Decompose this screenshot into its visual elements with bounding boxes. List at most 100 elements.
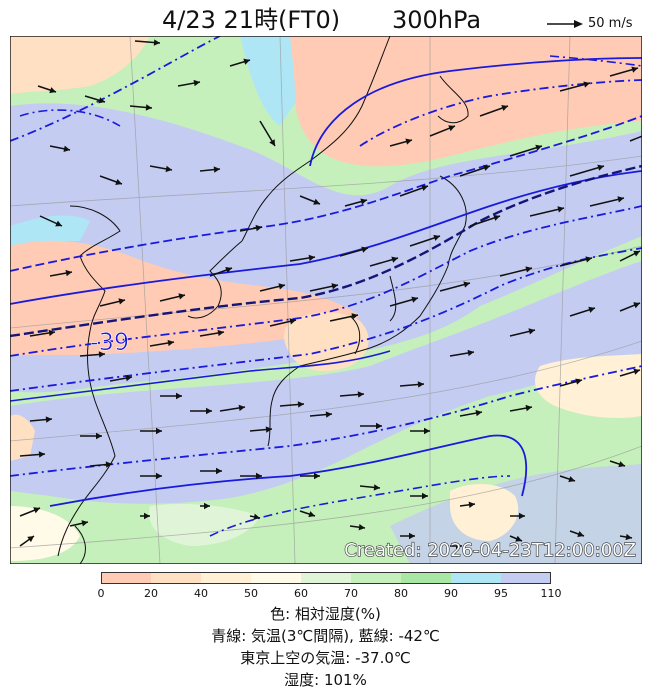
wind-arrow-head — [409, 532, 415, 540]
wind-arrow-head — [314, 472, 320, 480]
colorbar-segment — [151, 572, 202, 584]
wind-arrow-head — [585, 256, 592, 263]
wind-arrow-head — [55, 220, 62, 227]
wind-arrow-head — [376, 422, 382, 430]
colorbar-tick-label: 0 — [97, 587, 105, 600]
wind-arrow-head — [153, 39, 160, 46]
colorbar-tick-label: 20 — [144, 587, 158, 600]
wind-arrow-head — [193, 79, 200, 87]
wind-arrow-head — [256, 472, 262, 480]
wind-arrow-head — [519, 512, 525, 520]
wind-arrow-head — [568, 476, 575, 483]
wind-arrow-head — [357, 391, 364, 398]
wind-arrow-head — [456, 542, 462, 550]
wind-arrow-head — [156, 427, 162, 435]
wind-arrow-head — [417, 381, 424, 388]
colorbar-tick-label: 60 — [294, 587, 308, 600]
wind-arrow-head — [115, 178, 122, 185]
wind-scale-arrow-icon — [547, 20, 583, 28]
wind-arrow-head — [618, 461, 625, 468]
wind-arrow-head — [631, 66, 638, 73]
wind-arrow-head — [167, 339, 174, 347]
wind-arrow-head — [467, 349, 474, 357]
wind-arrow-head — [178, 293, 185, 300]
wind-arrow-head — [361, 246, 368, 253]
wind-arrow-head — [45, 416, 52, 423]
wind-arrow-head — [96, 432, 102, 440]
colorbar-tick-label: 90 — [444, 587, 458, 600]
wind-arrow-head — [422, 492, 428, 500]
wind-scale-label: 50 m/s — [588, 16, 633, 31]
wind-arrow-head — [204, 502, 210, 510]
wind-arrow-head — [156, 472, 162, 480]
wind-arrow-head — [424, 427, 430, 435]
colorbar-segment — [201, 572, 252, 584]
wind-arrow-head — [325, 411, 332, 418]
colorbar-tick-label: 70 — [344, 587, 358, 600]
caption-humidity: 湿度: 101% — [284, 671, 367, 689]
wind-arrow-head — [625, 533, 632, 541]
humidity-colorbar — [101, 572, 551, 584]
wind-arrow-head — [118, 298, 125, 305]
wind-arrow-head — [475, 409, 482, 417]
wind-arrow-head — [351, 313, 358, 320]
wind-arrow-head — [308, 254, 315, 262]
wind-arrow-head — [253, 513, 260, 520]
wind-arrow — [629, 135, 642, 142]
colorbar-segment — [101, 572, 152, 584]
caption-color-meaning: 色: 相対湿度(%) — [270, 605, 381, 623]
colorbar-segment — [351, 572, 402, 584]
wind-arrow-head — [360, 198, 367, 205]
wind-arrow-head — [33, 507, 40, 514]
wind-arrow-head — [373, 484, 380, 491]
wind-arrow-head — [483, 164, 490, 171]
wind-arrow-head — [176, 392, 182, 400]
wind-arrow-head — [515, 535, 522, 542]
wind-arrow-head — [331, 283, 338, 290]
colorbar-tick-label: 95 — [494, 587, 508, 600]
wind-arrow-head — [145, 104, 152, 111]
wind-arrow-head — [411, 296, 418, 303]
wind-arrow-head — [391, 256, 398, 263]
caption-lines-meaning: 青線: 気温(3℃間隔), 藍線: -42℃ — [211, 627, 440, 645]
wind-arrow-head — [278, 283, 285, 290]
wind-arrow-head — [125, 374, 132, 382]
colorbar-tick-label: 80 — [394, 587, 408, 600]
wind-arrow-head — [27, 536, 34, 543]
wind-arrow-head — [144, 512, 150, 520]
wind-arrow-head — [557, 206, 564, 213]
title-datetime: 4/23 21時(FT0) — [162, 6, 341, 34]
wind-arrow-head — [213, 166, 220, 173]
wind-arrow-head — [165, 165, 172, 173]
colorbar-segment — [451, 572, 502, 584]
wind-arrow-head — [588, 306, 595, 313]
wind-arrow-head — [313, 198, 320, 205]
wind-arrow-head — [265, 426, 272, 433]
wind-arrow-head — [289, 318, 296, 325]
wind-arrow-head — [81, 520, 88, 527]
wind-arrow-head — [528, 328, 535, 335]
colorbar-segment — [501, 572, 551, 584]
wind-arrow-head — [48, 329, 55, 337]
wind-arrow-head — [633, 302, 640, 309]
isotherm-label: -39 — [90, 328, 129, 356]
wind-arrow-head — [225, 267, 232, 274]
wind-arrow-head — [501, 105, 508, 112]
wind-arrow-head — [597, 164, 604, 171]
colorbar-segment — [301, 572, 352, 584]
wind-arrow-head — [65, 269, 72, 277]
wind-arrow-head — [358, 524, 365, 531]
created-timestamp: Created: 2026-04-23T12:00:00Z — [344, 540, 636, 561]
wind-arrow-head — [525, 404, 532, 412]
wind-arrow-head — [269, 139, 275, 146]
colorbar-ticks: 0 20 40 50 60 70 80 90 95 110 — [97, 585, 562, 603]
wind-arrow-head — [468, 501, 475, 508]
wind-arrow-head — [98, 351, 105, 358]
wind-arrow-head — [535, 144, 542, 151]
wind-arrow-head — [308, 511, 315, 518]
colorbar-tick-label: 40 — [194, 587, 208, 600]
colorbar-segment — [401, 572, 452, 584]
wind-arrow-head — [238, 404, 245, 412]
weather-map: -39 Created: 2026-04-23T12:00:00Z — [10, 36, 642, 564]
wind-arrow-head — [217, 329, 224, 337]
